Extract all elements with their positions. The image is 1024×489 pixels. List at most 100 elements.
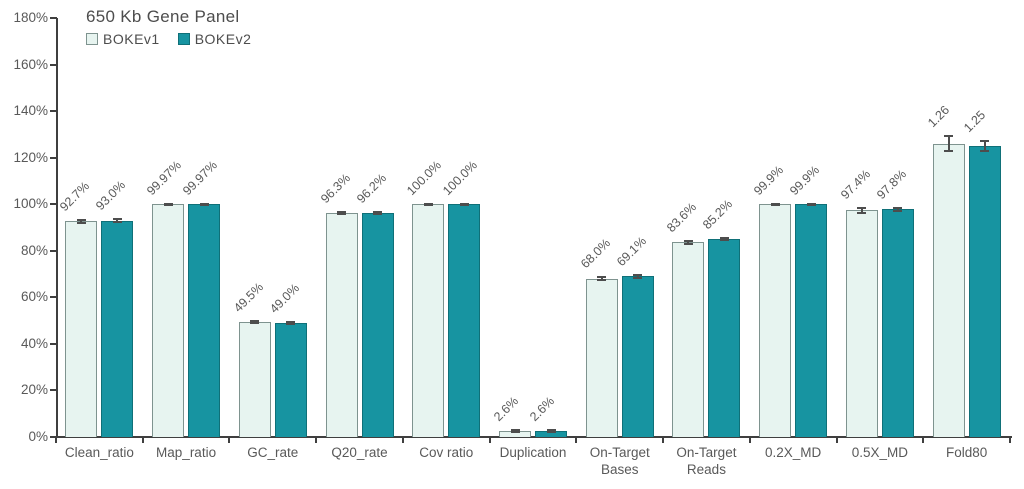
bar-bokev1 <box>845 210 878 437</box>
error-bar-cap <box>719 238 729 241</box>
bar-bokev1 <box>325 212 358 437</box>
bar-bokev2 <box>188 204 221 437</box>
bar-bokev1 <box>152 204 185 437</box>
x-category-label: Duplication <box>499 445 567 460</box>
bar-bokev2 <box>968 146 1001 437</box>
error-bar-cap <box>857 206 867 209</box>
bar-value-label: 85.2% <box>700 196 736 232</box>
bar-value-label: 99.97% <box>144 157 185 198</box>
error-bar-cap <box>112 218 122 221</box>
x-category-label: On-Target Reads <box>676 445 737 477</box>
bar-value-label: 93.0% <box>93 178 129 214</box>
bar-bokev1 <box>759 204 792 437</box>
legend-swatch-bokev2-icon <box>177 33 190 45</box>
error-bar <box>896 207 899 211</box>
error-bar-cap <box>980 139 990 142</box>
error-bar-cap <box>546 429 556 432</box>
x-category-label: Fold80 <box>945 445 988 460</box>
bar-bokev2 <box>448 204 481 437</box>
error-bar-cap <box>893 209 903 212</box>
y-axis-tick <box>50 436 57 438</box>
bar-value-label: 1.26 <box>924 103 952 131</box>
x-axis-tick <box>141 437 144 443</box>
bar-value-label: 69.1% <box>613 233 649 269</box>
chart-legend: BOKEv1 BOKEv2 <box>86 31 251 47</box>
legend-label-bokev1: BOKEv1 <box>103 31 160 47</box>
error-bar <box>636 274 639 278</box>
error-bar-cap <box>163 203 173 206</box>
error-bar-cap <box>112 220 122 223</box>
y-tick-label: 0% <box>28 429 48 444</box>
bar-bokev1 <box>932 143 965 437</box>
error-bar-cap <box>893 206 903 209</box>
error-bar-cap <box>250 321 260 324</box>
bar-bokev2 <box>795 204 828 437</box>
error-bar-cap <box>546 430 556 433</box>
error-bar <box>80 219 83 223</box>
x-axis-tick <box>575 437 578 443</box>
error-bar-cap <box>633 276 643 279</box>
error-bar-cap <box>597 279 607 282</box>
error-bar-cap <box>719 236 729 239</box>
legend-label-bokev2: BOKEv2 <box>194 31 252 47</box>
y-tick-label: 160% <box>13 56 48 72</box>
error-bar-cap <box>944 150 954 153</box>
x-axis-tick <box>662 437 665 443</box>
bar-value-label: 1.25 <box>960 107 988 135</box>
bar-value-label: 96.3% <box>317 170 353 206</box>
error-bar-cap <box>337 212 347 215</box>
error-bar-cap <box>76 218 86 221</box>
x-axis-tick <box>401 437 404 443</box>
error-bar <box>116 219 119 222</box>
bar-value-label: 68.0% <box>577 236 613 272</box>
bar-bokev2 <box>361 213 394 437</box>
y-tick-label: 20% <box>20 382 48 398</box>
x-category-label: GC_rate <box>247 445 299 460</box>
error-bar <box>983 140 986 152</box>
bar-value-label: 49.5% <box>230 279 266 315</box>
bar-bokev2 <box>274 322 307 437</box>
y-tick-label: 100% <box>13 196 48 212</box>
x-axis-tick <box>922 437 925 443</box>
bar-value-label: 99.9% <box>751 163 787 198</box>
bar-value-label: 49.0% <box>266 281 302 317</box>
bar-value-label: 99.9% <box>787 163 823 198</box>
y-axis-tick <box>50 110 57 113</box>
x-category-label: 0.2X_MD <box>765 445 822 460</box>
y-axis-line <box>56 18 58 438</box>
error-bar-cap <box>373 211 383 214</box>
y-tick-label: 140% <box>13 103 48 119</box>
y-tick-label: 60% <box>20 289 48 305</box>
error-bar-cap <box>944 135 954 138</box>
x-category-label: Cov ratio <box>419 445 474 460</box>
bar-bokev1 <box>238 321 271 437</box>
error-bar-cap <box>337 210 347 213</box>
bar-bokev2 <box>101 220 134 437</box>
error-bar-cap <box>250 319 260 322</box>
legend-item-bokev1: BOKEv1 <box>86 31 160 47</box>
y-axis-tick <box>50 63 57 66</box>
error-bar-cap <box>459 203 469 206</box>
x-axis-line <box>56 436 1012 438</box>
error-bar <box>860 207 863 213</box>
y-tick-label: 40% <box>20 335 48 351</box>
bar-value-label: 97.4% <box>838 166 873 202</box>
bar-bokev2 <box>708 238 741 437</box>
error-bar-cap <box>806 203 816 206</box>
bar-value-label: 2.6% <box>491 394 522 425</box>
x-category-label: 0.5X_MD <box>851 445 909 460</box>
bar-value-label: 2.6% <box>527 394 558 425</box>
bar-value-label: 96.2% <box>353 171 389 207</box>
error-bar-cap <box>373 213 383 215</box>
bar-value-label: 83.6% <box>664 200 700 236</box>
y-tick-label: 120% <box>13 149 48 165</box>
error-bar-cap <box>423 203 433 206</box>
bar-value-label: 100.0% <box>440 157 481 198</box>
plot-area: 92.7% 93.0% 99.97% 99.97% 49.5% 49.0% 96.3% 96.… <box>56 18 1010 437</box>
error-bar-cap <box>857 211 867 214</box>
bar-bokev1 <box>412 204 445 437</box>
y-axis-tick <box>50 296 57 299</box>
x-category-label: On-Target Bases <box>589 445 650 477</box>
x-axis-tick <box>1009 437 1011 443</box>
bar-bokev1 <box>585 278 618 437</box>
